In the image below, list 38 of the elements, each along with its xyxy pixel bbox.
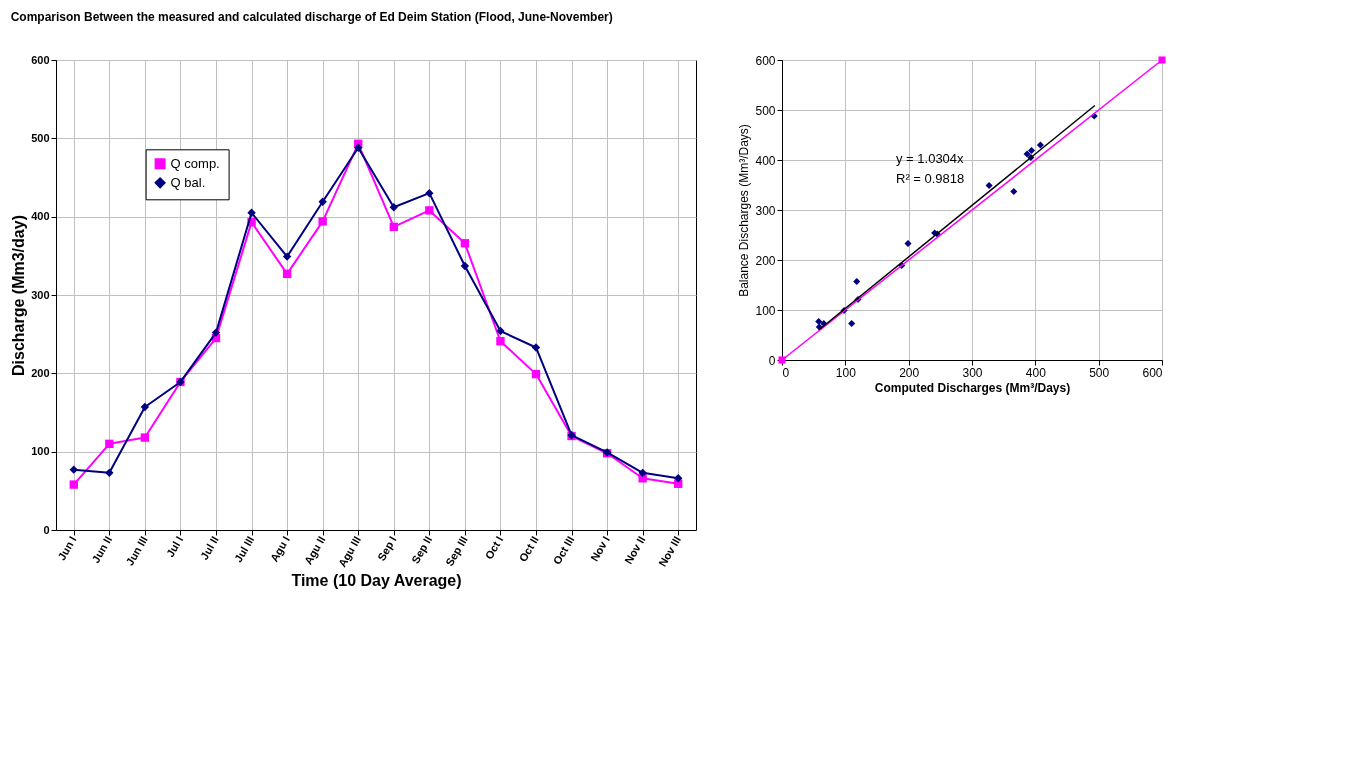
y-tick-label: 500 <box>755 103 776 118</box>
x-tick-label: Oct I <box>482 534 506 562</box>
y-tick-label: 300 <box>755 203 776 218</box>
x-tick-label: 600 <box>1142 365 1163 380</box>
legend-label: Q comp. <box>170 155 220 171</box>
y-tick-label: 400 <box>31 210 50 223</box>
y-tick-label: 100 <box>755 303 776 318</box>
y-tick-label: 0 <box>43 523 50 536</box>
y-axis-title: Discharge (Mm3/day) <box>10 215 28 376</box>
x-tick-label: Jul III <box>231 534 257 565</box>
x-tick-label: 500 <box>1089 365 1110 380</box>
y-tick-label: 400 <box>755 153 776 168</box>
y-tick-label: 500 <box>31 131 50 144</box>
x-tick-label: Jun II <box>89 534 115 565</box>
y-tick-label: 100 <box>31 445 50 458</box>
x-tick-label: Jul II <box>197 534 221 562</box>
x-axis-title: Computed Discharges (Mm³/Days) <box>874 380 1071 395</box>
x-tick-label: 200 <box>899 365 920 380</box>
legend-label: Q bal. <box>170 174 206 190</box>
y-tick-label: 600 <box>755 53 776 68</box>
x-tick-label: Sep III <box>443 534 470 569</box>
x-tick-label: 400 <box>1025 365 1047 380</box>
y-tick-label: 0 <box>768 353 776 368</box>
x-tick-label: Oct III <box>550 534 577 567</box>
x-tick-label: Jun III <box>123 534 150 568</box>
y-tick-label: 200 <box>755 253 776 268</box>
annotation: y = 1.0304x <box>896 151 965 166</box>
x-tick-label: 100 <box>835 365 857 380</box>
x-axis-title: Time (10 Day Average) <box>291 572 462 590</box>
y-tick-label: 300 <box>31 288 50 301</box>
annotation: R² = 0.9818 <box>896 171 965 186</box>
x-tick-label: Oct II <box>516 534 541 564</box>
x-tick-label: 300 <box>962 365 983 380</box>
x-tick-label: Jul I <box>163 534 186 560</box>
y-tick-label: 600 <box>31 53 50 66</box>
chart-title: Comparison Between the measured and calculated discharge of Ed Deim Station (Flood, June-November) <box>10 10 613 24</box>
x-tick-label: 0 <box>782 365 790 380</box>
y-axis-title: Balance Discharges (Mm³/Days) <box>737 124 752 297</box>
